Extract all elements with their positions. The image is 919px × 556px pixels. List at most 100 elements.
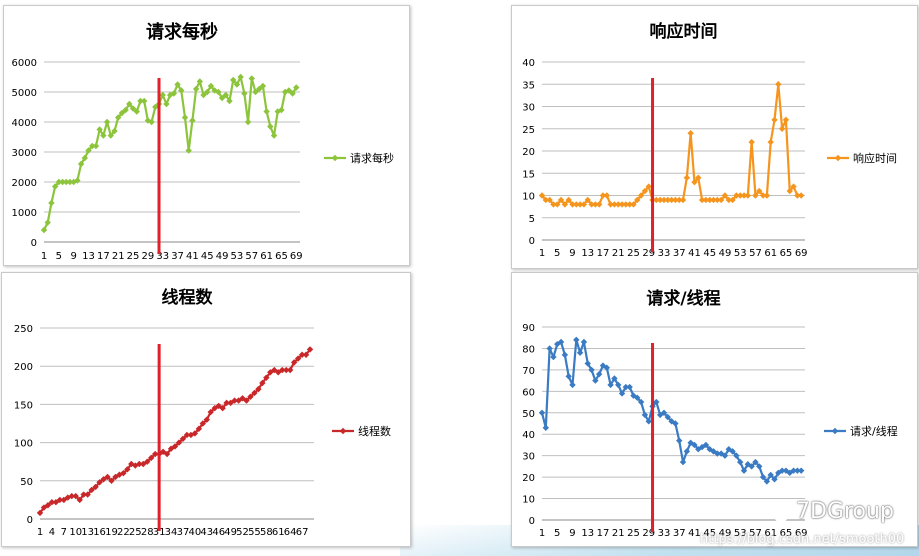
watermark-brand: 7DGroup	[796, 498, 894, 524]
x-tick-label: 1	[41, 251, 47, 262]
data-point	[687, 130, 694, 137]
data-point	[538, 192, 546, 199]
data-point	[44, 219, 51, 226]
x-tick-label: 13	[81, 527, 94, 538]
x-tick-label: 9	[569, 248, 575, 259]
data-point	[767, 138, 774, 146]
x-tick-label: 40	[189, 527, 202, 538]
x-tick-label: 25	[127, 251, 140, 262]
y-tick-label: 250	[14, 324, 33, 335]
data-point	[74, 177, 81, 184]
data-point	[40, 226, 48, 234]
y-tick-label: 6000	[12, 58, 37, 69]
data-point	[223, 399, 230, 407]
y-tick-label: 2000	[12, 178, 37, 189]
data-point	[267, 123, 274, 130]
y-tick-label: 0	[529, 516, 535, 527]
y-tick-label: 10	[522, 192, 535, 203]
y-tick-label: 15	[522, 169, 535, 180]
data-point	[189, 117, 196, 124]
y-tick-label: 40	[522, 58, 535, 69]
data-point	[251, 389, 258, 397]
data-point	[702, 196, 710, 204]
y-tick-label: 35	[522, 80, 535, 91]
x-tick-label: 46	[212, 527, 225, 538]
data-point	[68, 492, 75, 500]
x-tick-label: 33	[156, 251, 169, 262]
y-tick-label: 5000	[12, 88, 37, 99]
x-tick-label: 33	[658, 248, 671, 259]
data-point	[763, 478, 771, 485]
data-point	[44, 502, 52, 509]
x-tick-label: 52	[236, 527, 249, 538]
x-tick-label: 69	[795, 528, 808, 539]
series-line	[43, 75, 298, 231]
x-tick-label: 5	[554, 248, 560, 259]
data-point	[243, 397, 250, 404]
data-point	[721, 192, 729, 199]
x-tick-label: 65	[780, 528, 793, 539]
data-point	[84, 491, 91, 498]
x-tick-label: 65	[780, 248, 793, 259]
y-tick-label: 30	[522, 452, 535, 463]
data-point	[270, 132, 278, 139]
data-point	[603, 192, 610, 199]
data-point	[706, 446, 713, 453]
data-point	[259, 379, 266, 387]
x-tick-label: 53	[734, 528, 747, 539]
data-point	[207, 408, 214, 416]
chart-title: 请求每秒	[146, 21, 218, 43]
data-point	[247, 393, 254, 400]
data-point	[136, 460, 143, 468]
data-point	[63, 178, 70, 186]
data-point	[166, 91, 174, 99]
x-tick-label: 53	[231, 251, 244, 262]
y-tick-label: 150	[14, 400, 33, 411]
x-tick-label: 33	[658, 528, 671, 539]
data-point	[92, 142, 100, 150]
x-tick-label: 21	[612, 528, 625, 539]
data-point	[729, 448, 736, 455]
x-tick-label: 45	[201, 251, 214, 262]
data-point	[181, 114, 189, 121]
data-point	[767, 471, 774, 479]
data-point	[36, 509, 44, 517]
data-point	[204, 88, 211, 96]
x-tick-label: 64	[284, 527, 297, 538]
data-point	[557, 196, 565, 204]
series-line	[541, 83, 802, 206]
data-point	[283, 366, 290, 374]
x-tick-label: 1	[539, 528, 545, 539]
data-point	[271, 366, 278, 374]
chart-svg-requests-per-thread: 请求/线程 0 10 20 30 40 50 60 70 80 90 1 5 9 13 17 21 25 29 33 3…	[522, 288, 897, 539]
data-point	[748, 138, 755, 146]
data-point	[278, 106, 285, 114]
x-tick-label: 5	[554, 528, 560, 539]
y-tick-label: 25	[522, 125, 535, 136]
x-tick-label: 21	[612, 248, 625, 259]
data-point	[76, 496, 83, 504]
data-point	[175, 439, 183, 446]
data-point	[542, 424, 550, 431]
y-tick-label: 5	[529, 214, 535, 225]
data-point	[108, 477, 115, 484]
data-point	[683, 448, 691, 455]
data-point	[85, 147, 92, 154]
data-point	[737, 192, 744, 199]
legend-label: 请求每秒	[350, 151, 394, 165]
x-tick-label: 7	[61, 527, 67, 538]
data-point	[163, 450, 171, 458]
data-point	[244, 118, 252, 126]
x-tick-label: 9	[569, 528, 575, 539]
data-point	[557, 338, 565, 346]
data-point	[740, 467, 748, 474]
data-point	[691, 441, 698, 449]
chart-svg-requests-per-second: 请求每秒 0 1000 2000 3000 4000 5000 6000 1 5 9 13 17 21 25…	[12, 21, 394, 262]
data-point	[88, 486, 95, 494]
data-point	[171, 443, 179, 450]
chart-panel-response-time: 响应时间 0 5 10 15 20 25 30 35 40 1 5 9 13 17 21 25 29 33 37 41 4…	[511, 5, 918, 269]
legend-marker	[831, 427, 839, 435]
data-point	[92, 483, 99, 491]
data-point	[672, 196, 679, 204]
y-tick-label: 80	[522, 344, 535, 355]
